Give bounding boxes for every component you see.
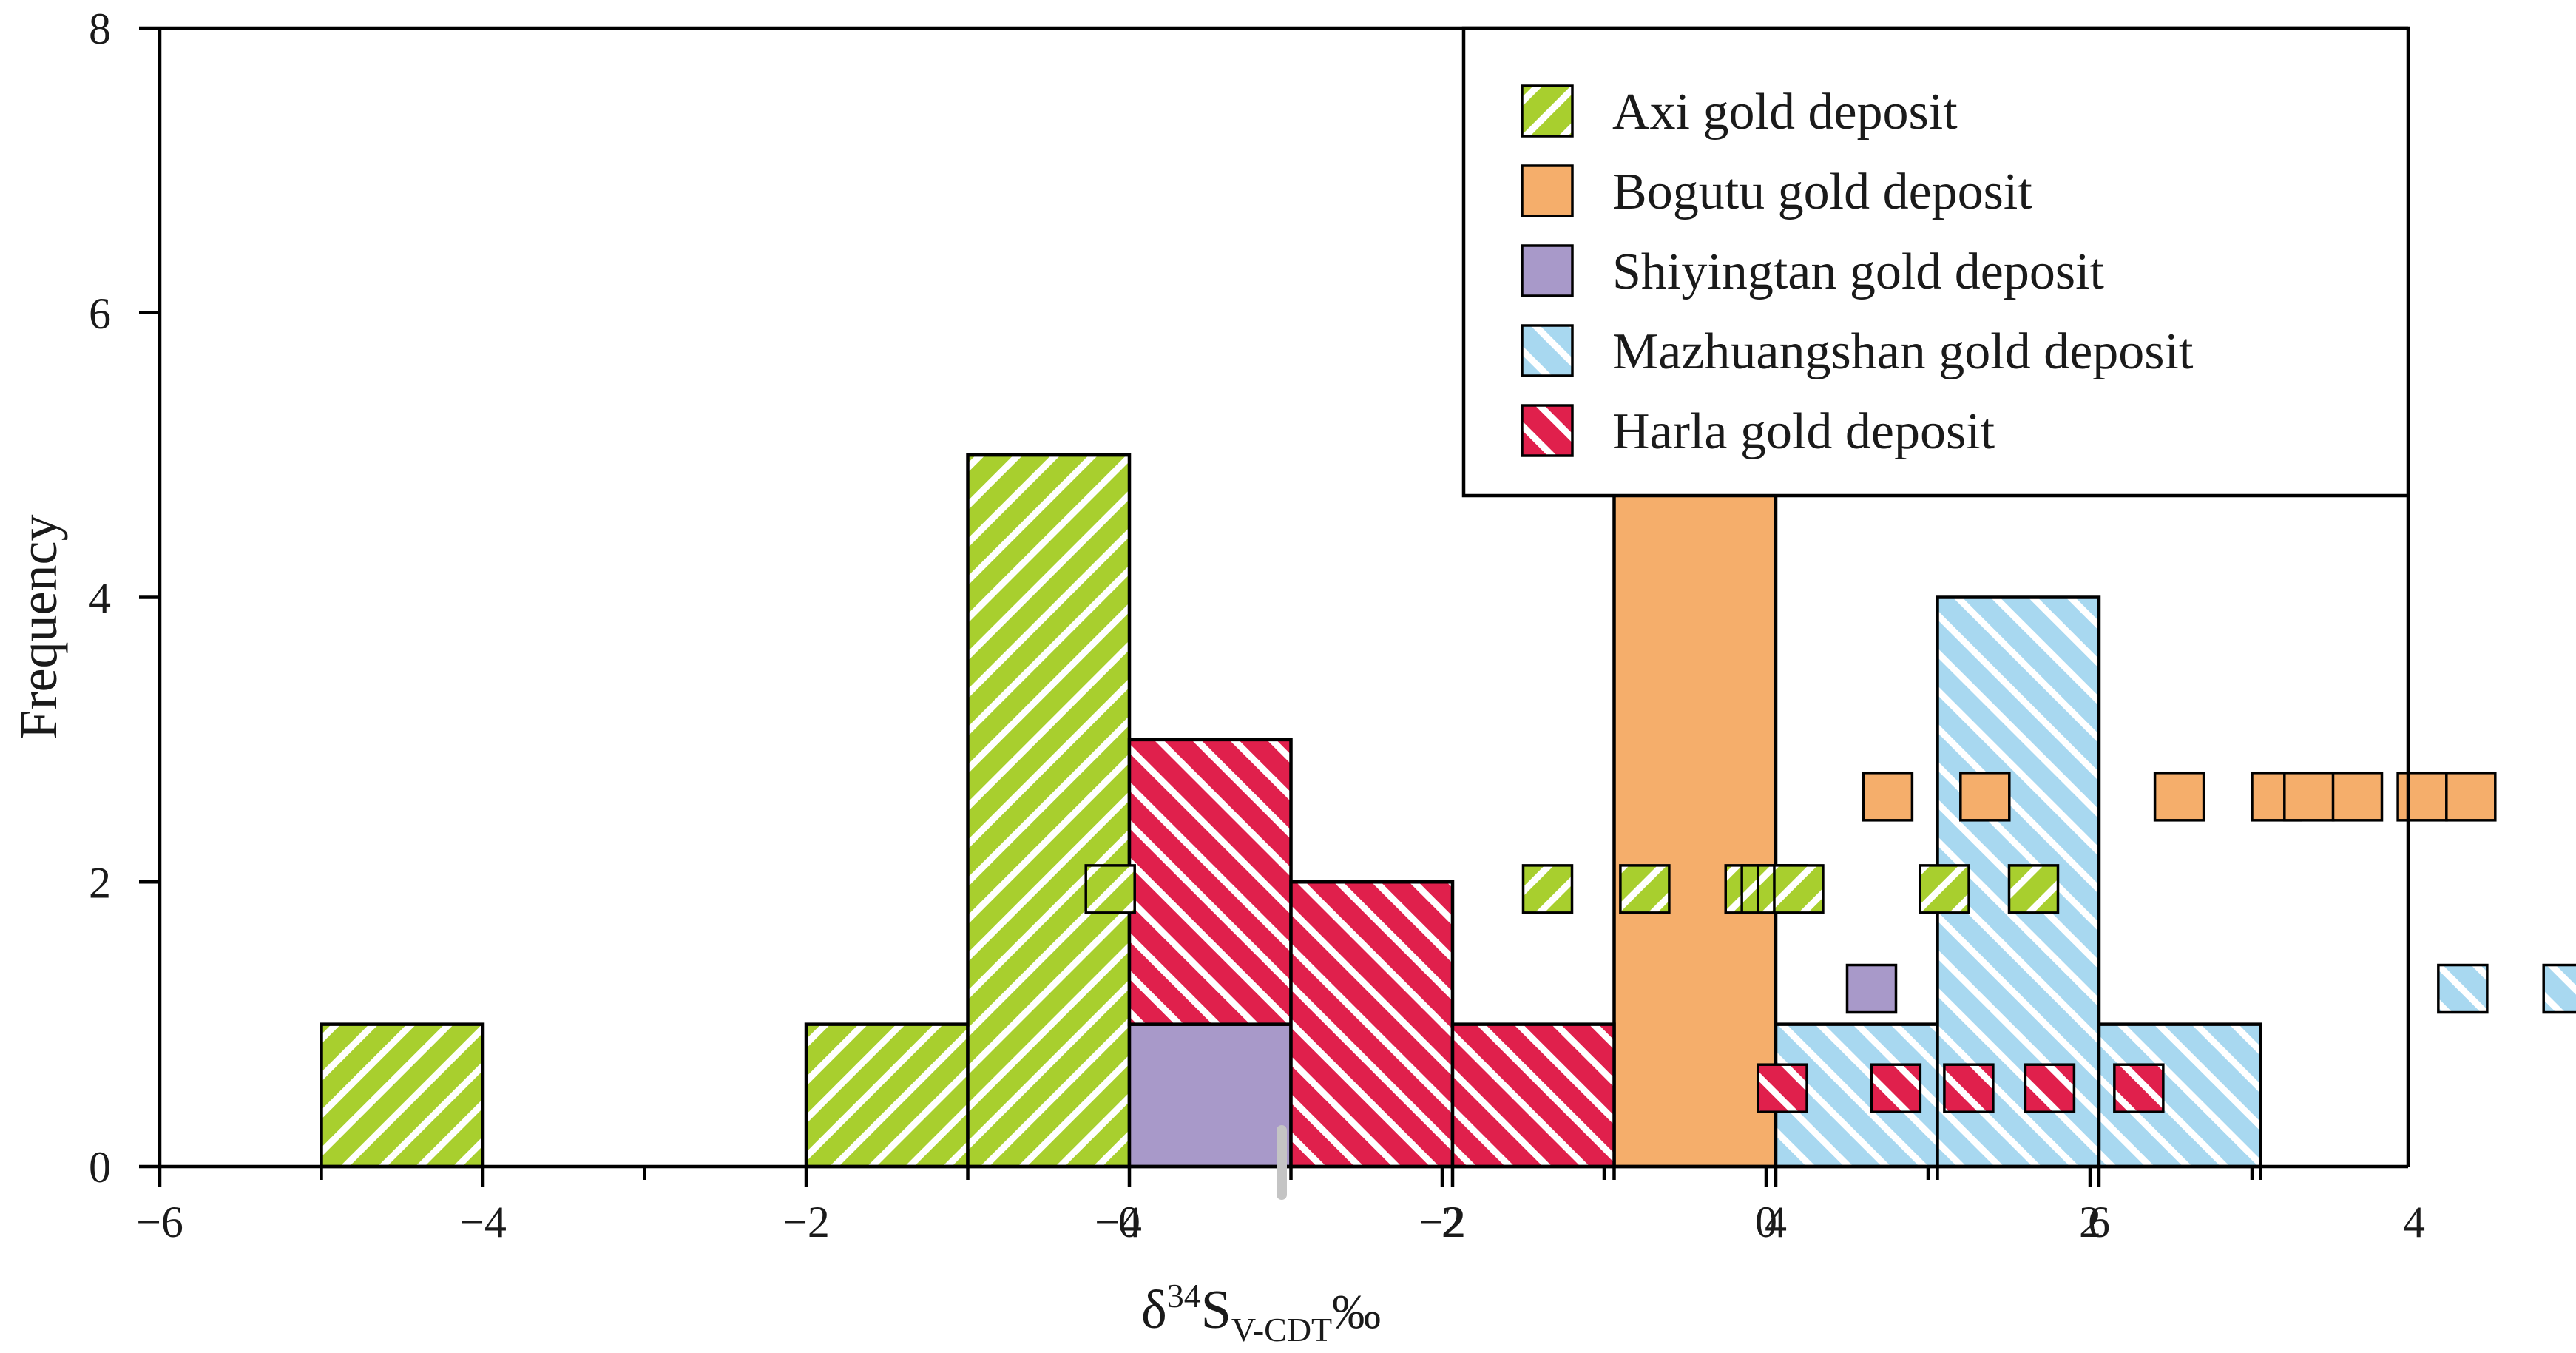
mark-mazhuangshan bbox=[2542, 963, 2576, 1014]
mark-bogutu bbox=[1862, 772, 1914, 822]
x-axis-title: δ34SV-CDT‰ bbox=[1141, 1277, 1381, 1349]
bar-shiyingtan bbox=[1127, 1022, 1293, 1169]
legend-swatch-harla bbox=[1521, 404, 1574, 457]
y-tick-label: 8 bbox=[89, 4, 111, 53]
bar-harla bbox=[1289, 880, 1455, 1169]
y-tick-label: 6 bbox=[89, 289, 111, 338]
bar-harla bbox=[1450, 1022, 1616, 1169]
x-tick-label: −2 bbox=[1419, 1198, 1466, 1246]
bar-axi bbox=[966, 453, 1132, 1169]
y-tick-label: 4 bbox=[89, 574, 111, 623]
x-title-prefix: δ bbox=[1141, 1280, 1167, 1340]
x-tick-label: 4 bbox=[2403, 1198, 2425, 1246]
mark-bogutu bbox=[2396, 772, 2448, 822]
mark-bogutu bbox=[1959, 772, 2011, 822]
mark-shiyingtan bbox=[1845, 963, 1898, 1014]
mark-harla bbox=[1870, 1063, 1922, 1113]
mark-bogutu bbox=[2283, 772, 2335, 822]
mark-harla bbox=[1943, 1063, 1995, 1113]
y-tick-label: 2 bbox=[89, 858, 111, 907]
x-tick-label: 6 bbox=[2088, 1198, 2110, 1246]
legend-swatch-mazhuangshan bbox=[1521, 324, 1574, 377]
legend-label: Axi gold deposit bbox=[1612, 84, 1958, 141]
y-tick-label: 0 bbox=[89, 1143, 111, 1192]
x-title-main: S bbox=[1201, 1280, 1231, 1340]
legend-label: Bogutu gold deposit bbox=[1612, 163, 2032, 220]
legend-box bbox=[1461, 26, 2410, 498]
mark-harla bbox=[2024, 1063, 2076, 1113]
mark-axi bbox=[1084, 864, 1136, 914]
x-tick-label: 4 bbox=[1765, 1198, 1787, 1246]
x-tick-label: 2 bbox=[1441, 1198, 1464, 1246]
bar-axi bbox=[804, 1022, 970, 1169]
mark-axi bbox=[2007, 864, 2060, 914]
x-tick-label: 0 bbox=[1118, 1198, 1140, 1246]
bar-harla bbox=[1127, 738, 1293, 1026]
x-tick-label: −2 bbox=[782, 1198, 830, 1246]
mark-bogutu bbox=[2331, 772, 2384, 822]
x-title-sup: 34 bbox=[1167, 1277, 1201, 1315]
bar-axi bbox=[320, 1022, 485, 1169]
mark-harla bbox=[2113, 1063, 2165, 1113]
mark-axi bbox=[1619, 864, 1671, 914]
legend-swatch-shiyingtan bbox=[1521, 244, 1574, 297]
x-title-sub: V-CDT bbox=[1231, 1311, 1332, 1349]
x-tick-label: −4 bbox=[1095, 1198, 1142, 1246]
mark-bogutu bbox=[2153, 772, 2205, 822]
legend-label: Mazhuangshan gold deposit bbox=[1612, 323, 2194, 380]
legend: Axi gold deposit Bogutu gold deposit Shiyi… bbox=[1461, 26, 2410, 498]
mark-mazhuangshan bbox=[2437, 963, 2489, 1014]
legend-label: Shiyingtan gold deposit bbox=[1612, 243, 2105, 300]
legend-label: Harla gold deposit bbox=[1612, 403, 1995, 460]
x-tick-label: −4 bbox=[459, 1198, 507, 1246]
mark-axi bbox=[1773, 864, 1825, 914]
mark-bogutu bbox=[2445, 772, 2497, 822]
x-title-suffix: ‰ bbox=[1332, 1285, 1381, 1339]
x-tick-label: 0 bbox=[1755, 1198, 1777, 1246]
x-tick-label: −6 bbox=[136, 1198, 183, 1246]
mark-harla bbox=[1757, 1063, 1808, 1113]
y-axis-title: Frequency bbox=[9, 515, 68, 740]
x-tick-label: 2 bbox=[2079, 1198, 2101, 1246]
legend-swatch-bogutu bbox=[1521, 164, 1574, 217]
legend-swatch-axi bbox=[1521, 84, 1574, 138]
mark-axi bbox=[1919, 864, 1970, 914]
mark-axi bbox=[1521, 864, 1574, 914]
y-ticks: 0 2 4 6 8 bbox=[89, 4, 160, 1192]
individual-value-marks bbox=[1084, 772, 2576, 1113]
